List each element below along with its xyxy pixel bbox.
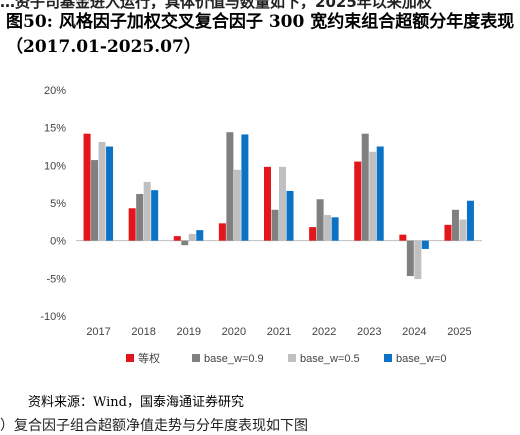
y-tick-label: 15%	[44, 123, 66, 135]
x-tick-label: 2024	[402, 326, 426, 338]
bar-2017--s0	[83, 133, 91, 241]
x-tick-label: 2017	[86, 326, 110, 338]
legend-label: 等权	[138, 351, 160, 365]
bar-2021-basew0-s3	[286, 190, 294, 241]
bar-2017-basew0-s3	[106, 146, 114, 241]
x-tick-label: 2023	[357, 326, 381, 338]
bar-2025-basew05-s2	[459, 219, 467, 241]
bar-2023--s0	[354, 161, 362, 241]
bar-2019-basew05-s2	[188, 233, 196, 241]
x-tick-label: 2025	[447, 326, 471, 338]
y-tick-label: 10%	[44, 160, 66, 172]
legend-swatch	[288, 354, 296, 362]
legend-swatch	[384, 354, 392, 362]
bar-2024--s0	[399, 234, 407, 241]
bar-2025-basew09-s1	[451, 209, 459, 241]
x-tick-label: 2020	[222, 326, 246, 338]
y-tick-label: 0%	[50, 236, 66, 248]
legend-label: base_w=0.5	[300, 353, 360, 365]
bar-2018-basew09-s1	[136, 193, 144, 241]
legend-label: base_w=0.9	[204, 353, 264, 365]
y-tick-label: -5%	[46, 273, 66, 285]
bar-2023-basew09-s1	[361, 133, 369, 241]
bar-2017-basew09-s1	[91, 160, 99, 241]
figure-title-text: 风格因子加权交叉复合因子 300 宽约束组合超额分年度表现（2017.01-20…	[6, 12, 515, 57]
bar-2021--s0	[264, 166, 271, 241]
legend-swatch	[192, 354, 200, 362]
bar-2020-basew09-s1	[226, 132, 234, 241]
bar-2020-basew05-s2	[233, 169, 241, 241]
y-tick-label: 5%	[50, 198, 66, 210]
cut-off-text-bottom: ）复合因子组合超额净值走势与分年度表现如下图	[0, 418, 308, 434]
bar-2017-basew05-s2	[98, 141, 106, 241]
bar-2020-basew0-s3	[241, 134, 249, 241]
figure-label: 图50:	[6, 12, 53, 32]
bar-2022-basew0-s3	[331, 217, 339, 241]
bar-2025--s0	[444, 224, 452, 241]
bar-2018-basew05-s2	[143, 181, 151, 241]
source-note: 资料来源：Wind，国泰海通证券研究	[28, 395, 244, 410]
y-tick-label: 20%	[44, 85, 66, 97]
figure-title: 图50: 风格因子加权交叉复合因子 300 宽约束组合超额分年度表现（2017.0…	[6, 10, 516, 60]
legend-label: base_w=0	[396, 353, 446, 365]
bar-2024-basew0-s3	[421, 240, 429, 249]
bar-2023-basew05-s2	[369, 151, 377, 241]
bar-2021-basew09-s1	[271, 209, 279, 241]
bar-2024-basew09-s1	[406, 240, 414, 277]
legend-swatch	[126, 354, 134, 362]
cut-off-text-top: …资子司基金进入运行，具体价值与数量如下，2025年以来加权	[0, 0, 432, 9]
x-tick-label: 2018	[131, 326, 155, 338]
bar-2024-basew05-s2	[414, 240, 422, 280]
x-tick-label: 2021	[267, 326, 291, 338]
bar-2021-basew05-s2	[279, 166, 286, 241]
bar-2019--s0	[173, 236, 181, 241]
bar-2019-basew09-s1	[181, 240, 189, 246]
bar-2018--s0	[128, 208, 136, 241]
y-tick-label: -10%	[40, 311, 66, 323]
bar-2022-basew05-s2	[324, 215, 332, 241]
bar-2022-basew09-s1	[316, 199, 324, 241]
bar-2019-basew0-s3	[196, 230, 204, 241]
bar-2020--s0	[218, 223, 226, 241]
bar-chart: -10% -5% 0% 5% 10% 15% 20% 2017 2018 2019 2020 2021…	[40, 85, 482, 365]
bar-2025-basew0-s3	[466, 200, 474, 241]
bar-2022--s0	[309, 227, 317, 241]
bar-2018-basew0-s3	[151, 190, 159, 241]
bar-2023-basew0-s3	[376, 146, 384, 241]
x-tick-label: 2022	[312, 326, 336, 338]
x-tick-label: 2019	[177, 326, 201, 338]
